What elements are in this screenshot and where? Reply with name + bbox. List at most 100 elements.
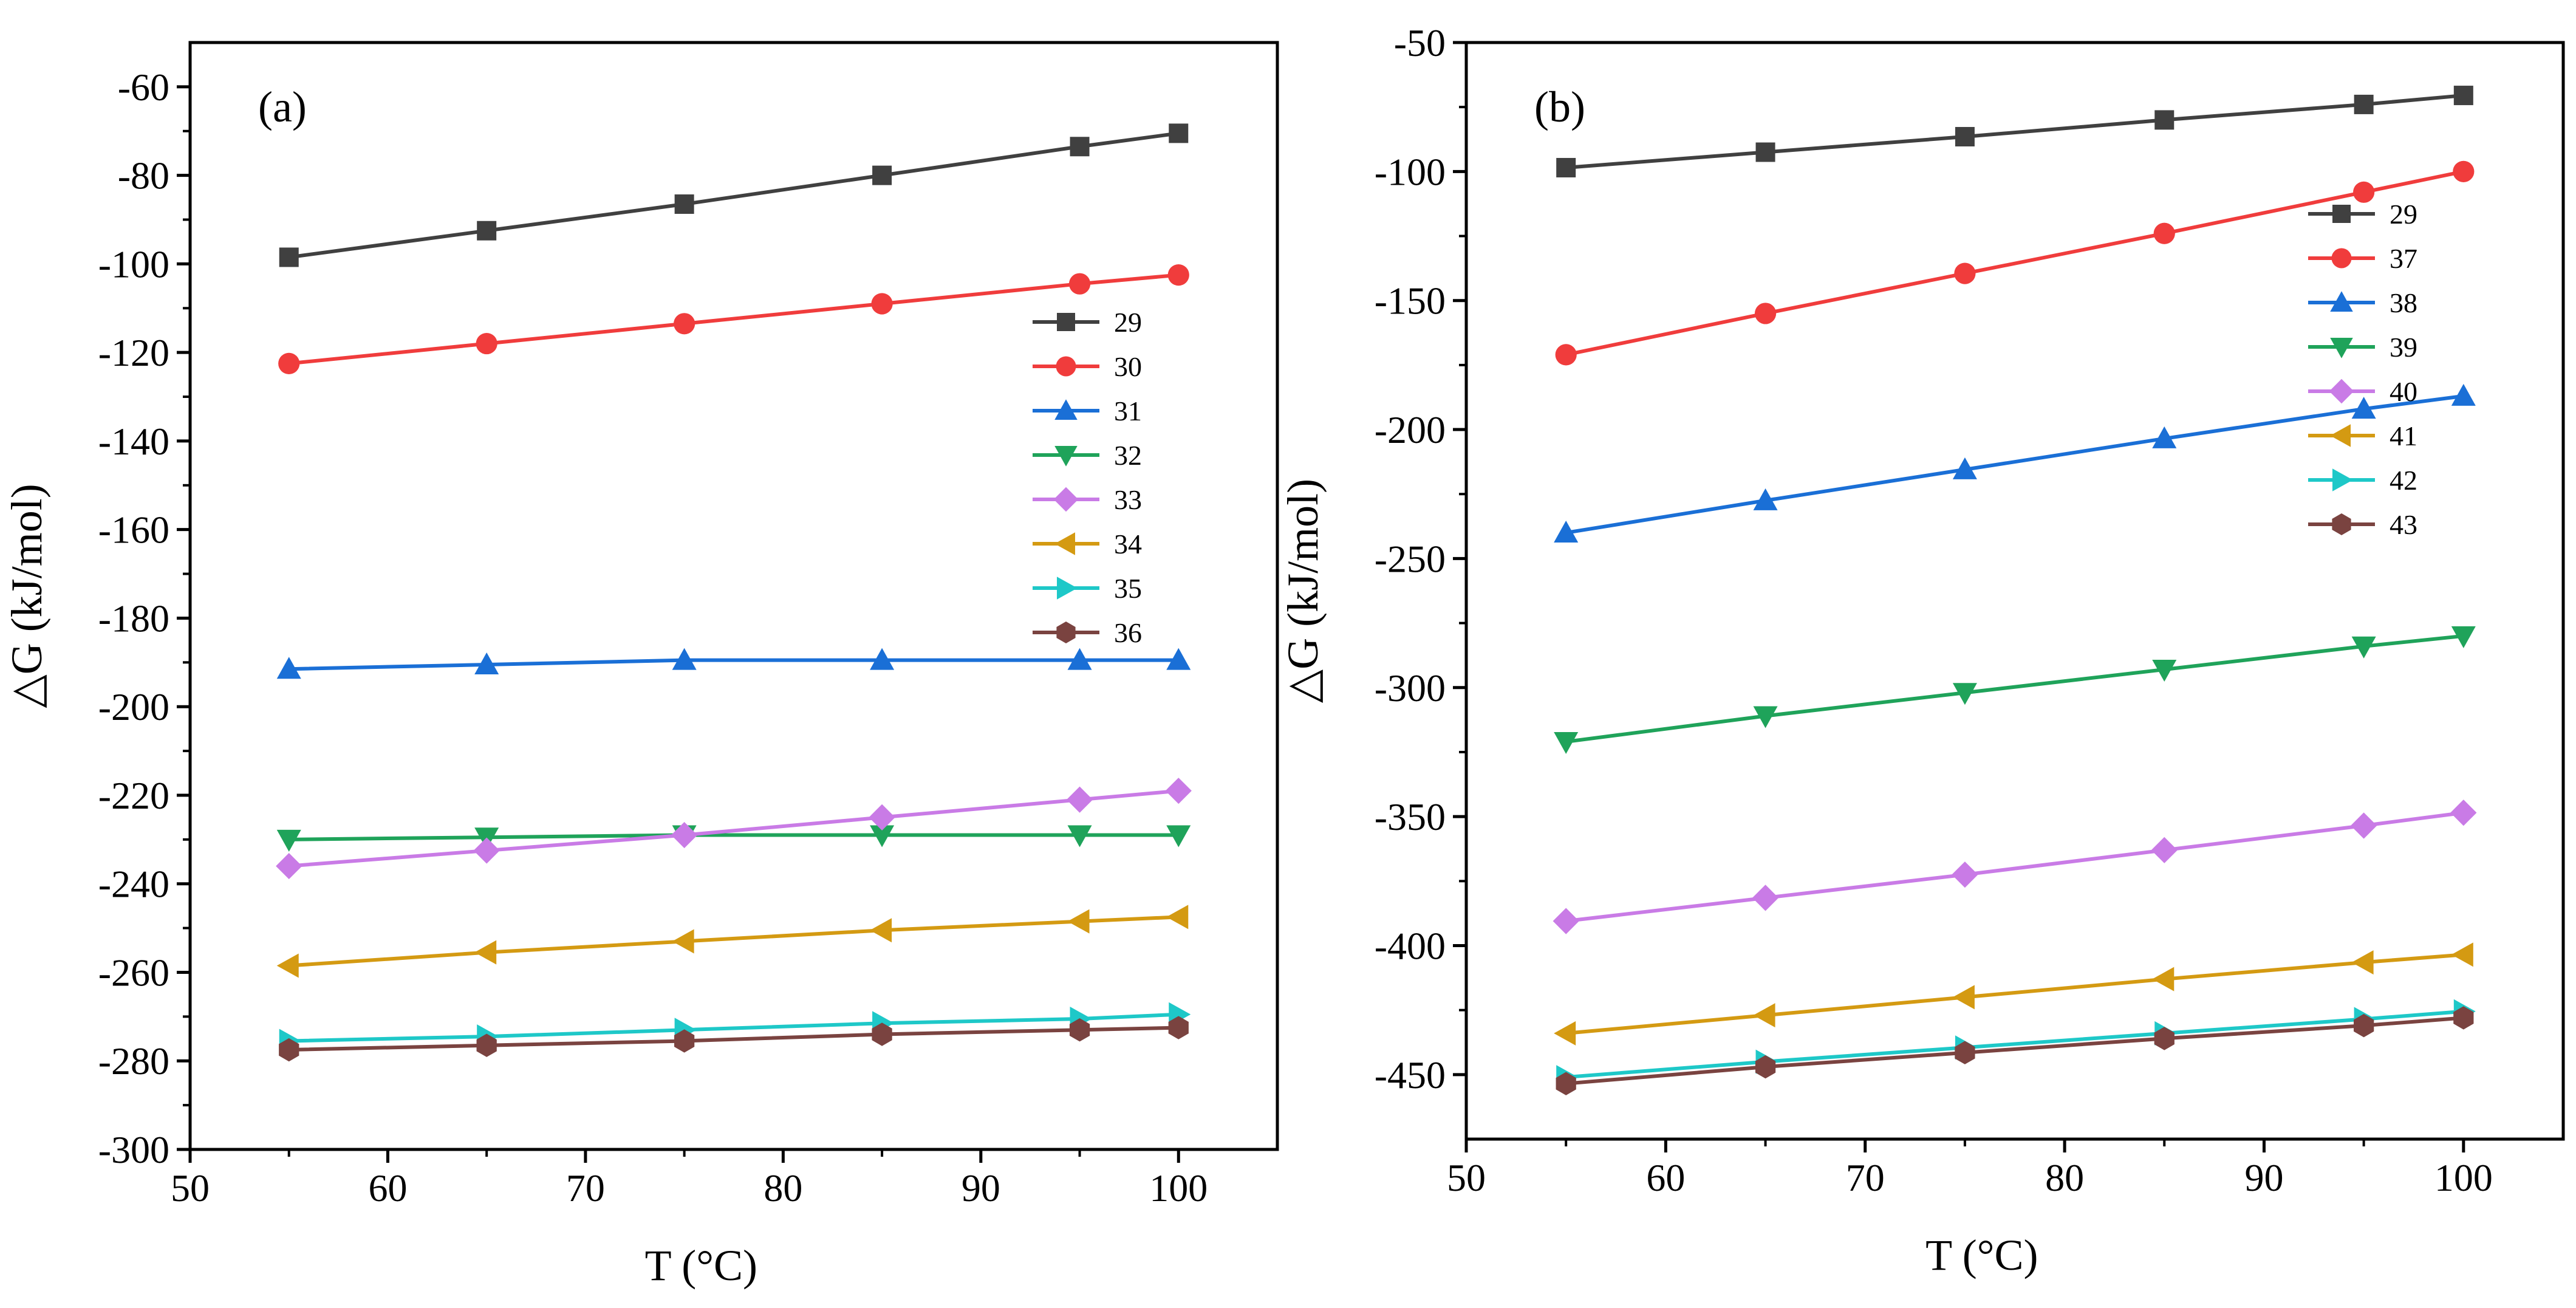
series-line xyxy=(1565,953,2464,1035)
data-point xyxy=(1755,142,1775,162)
series-30 xyxy=(278,264,1189,374)
data-point xyxy=(1066,786,1093,813)
data-point xyxy=(671,821,698,849)
x-tick-label: 70 xyxy=(566,1166,605,1210)
data-point xyxy=(1167,264,1189,286)
data-point xyxy=(276,657,301,679)
y-axis-title: △G (kJ/mol) xyxy=(2,484,51,708)
data-point xyxy=(1067,825,1092,847)
y-tick-label: -50 xyxy=(1394,21,1446,64)
x-tick-label: 100 xyxy=(2434,1156,2493,1199)
legend-item: 37 xyxy=(2308,243,2417,274)
data-point xyxy=(2354,1013,2374,1038)
legend-item: 33 xyxy=(1033,484,1142,515)
data-point xyxy=(1553,908,1579,934)
legend-marker xyxy=(2330,338,2353,358)
data-point xyxy=(1068,273,1091,295)
legend-item: 38 xyxy=(2308,287,2417,318)
legend-marker xyxy=(1057,313,1075,331)
legend-item: 31 xyxy=(1033,395,1142,426)
y-tick-label: -250 xyxy=(1375,537,1446,580)
series-line xyxy=(289,131,1179,259)
legend-marker xyxy=(2332,468,2353,491)
data-point xyxy=(1556,1072,1576,1095)
legend-item: 30 xyxy=(1033,351,1142,382)
legend-label: 39 xyxy=(2390,332,2417,363)
data-point xyxy=(2451,942,2473,967)
legend-label: 37 xyxy=(2390,243,2417,274)
data-point xyxy=(1954,262,1976,284)
series-43 xyxy=(1556,1006,2474,1095)
y-tick-label: -80 xyxy=(118,154,169,197)
legend-marker xyxy=(2330,291,2353,312)
data-point xyxy=(2154,1027,2175,1050)
data-point xyxy=(2354,94,2374,114)
legend-marker xyxy=(1053,487,1079,512)
series-line xyxy=(1565,1016,2464,1086)
y-tick-label: -160 xyxy=(98,508,169,552)
y-axis-title: △G (kJ/mol) xyxy=(1279,479,1327,703)
data-point xyxy=(870,918,892,943)
legend-marker xyxy=(2329,378,2354,404)
data-point xyxy=(1554,1021,1576,1046)
data-point xyxy=(2152,660,2177,682)
legend-marker xyxy=(2330,424,2351,447)
legend-item: 29 xyxy=(2308,199,2417,230)
legend-label: 30 xyxy=(1114,351,1142,382)
data-point xyxy=(473,837,500,864)
data-point xyxy=(1753,706,1778,728)
legend-label: 36 xyxy=(1114,617,1142,648)
series-29 xyxy=(279,123,1189,267)
y-tick-label: -260 xyxy=(98,951,169,994)
data-point xyxy=(1952,985,1975,1010)
plot-frame xyxy=(1464,41,2565,1141)
x-tick-label: 70 xyxy=(1846,1156,1885,1199)
y-tick-label: -120 xyxy=(98,331,169,374)
series-line xyxy=(289,1012,1179,1043)
data-point xyxy=(870,825,895,847)
y-tick-label: -280 xyxy=(98,1039,169,1083)
legend-label: 31 xyxy=(1114,395,1142,426)
x-tick-label: 90 xyxy=(2244,1156,2283,1199)
legend-marker xyxy=(2331,248,2352,269)
legend-item: 32 xyxy=(1033,440,1142,471)
legend-marker xyxy=(1054,532,1075,555)
legend-marker xyxy=(1057,577,1078,600)
x-tick-label: 60 xyxy=(368,1166,407,1210)
series-38 xyxy=(1554,383,2476,543)
series-line xyxy=(1565,169,2464,357)
data-point xyxy=(1955,127,1975,147)
legend-label: 29 xyxy=(2390,199,2417,230)
x-tick-label: 60 xyxy=(1646,1156,1685,1199)
data-point xyxy=(279,1038,299,1062)
y-tick-label: -140 xyxy=(98,420,169,463)
x-axis-title: T (°C) xyxy=(645,1241,757,1290)
data-point xyxy=(1165,778,1192,804)
data-point xyxy=(1166,905,1189,930)
data-point xyxy=(870,648,895,670)
series-39 xyxy=(1554,626,2476,754)
data-point xyxy=(1755,1055,1776,1079)
data-point xyxy=(476,1033,497,1057)
data-point xyxy=(276,953,299,978)
data-point xyxy=(474,940,497,965)
y-tick-label: -300 xyxy=(98,1128,169,1171)
y-tick-label: -100 xyxy=(98,242,169,286)
data-point xyxy=(1753,488,1778,510)
data-point xyxy=(2453,1006,2474,1030)
data-point xyxy=(1168,1016,1189,1039)
legend-marker xyxy=(2332,513,2351,535)
data-point xyxy=(1955,1041,1975,1064)
data-point xyxy=(1754,303,1777,324)
x-axis-title: T (°C) xyxy=(1925,1231,2038,1279)
data-point xyxy=(2152,426,2177,448)
legend-item: 43 xyxy=(2308,509,2417,540)
legend: 29 30 31 32 33 34 35 36 xyxy=(1033,307,1142,648)
legend-label: 38 xyxy=(2390,287,2417,318)
data-point xyxy=(276,852,302,880)
series-line xyxy=(1565,634,2464,744)
legend-label: 43 xyxy=(2390,509,2417,540)
panel-a: 50 60 70 80 90 100 -60 -80 -100 -120 -140 -160 -180 -… xyxy=(2,41,1279,1290)
panel-label: (b) xyxy=(1534,83,1585,131)
